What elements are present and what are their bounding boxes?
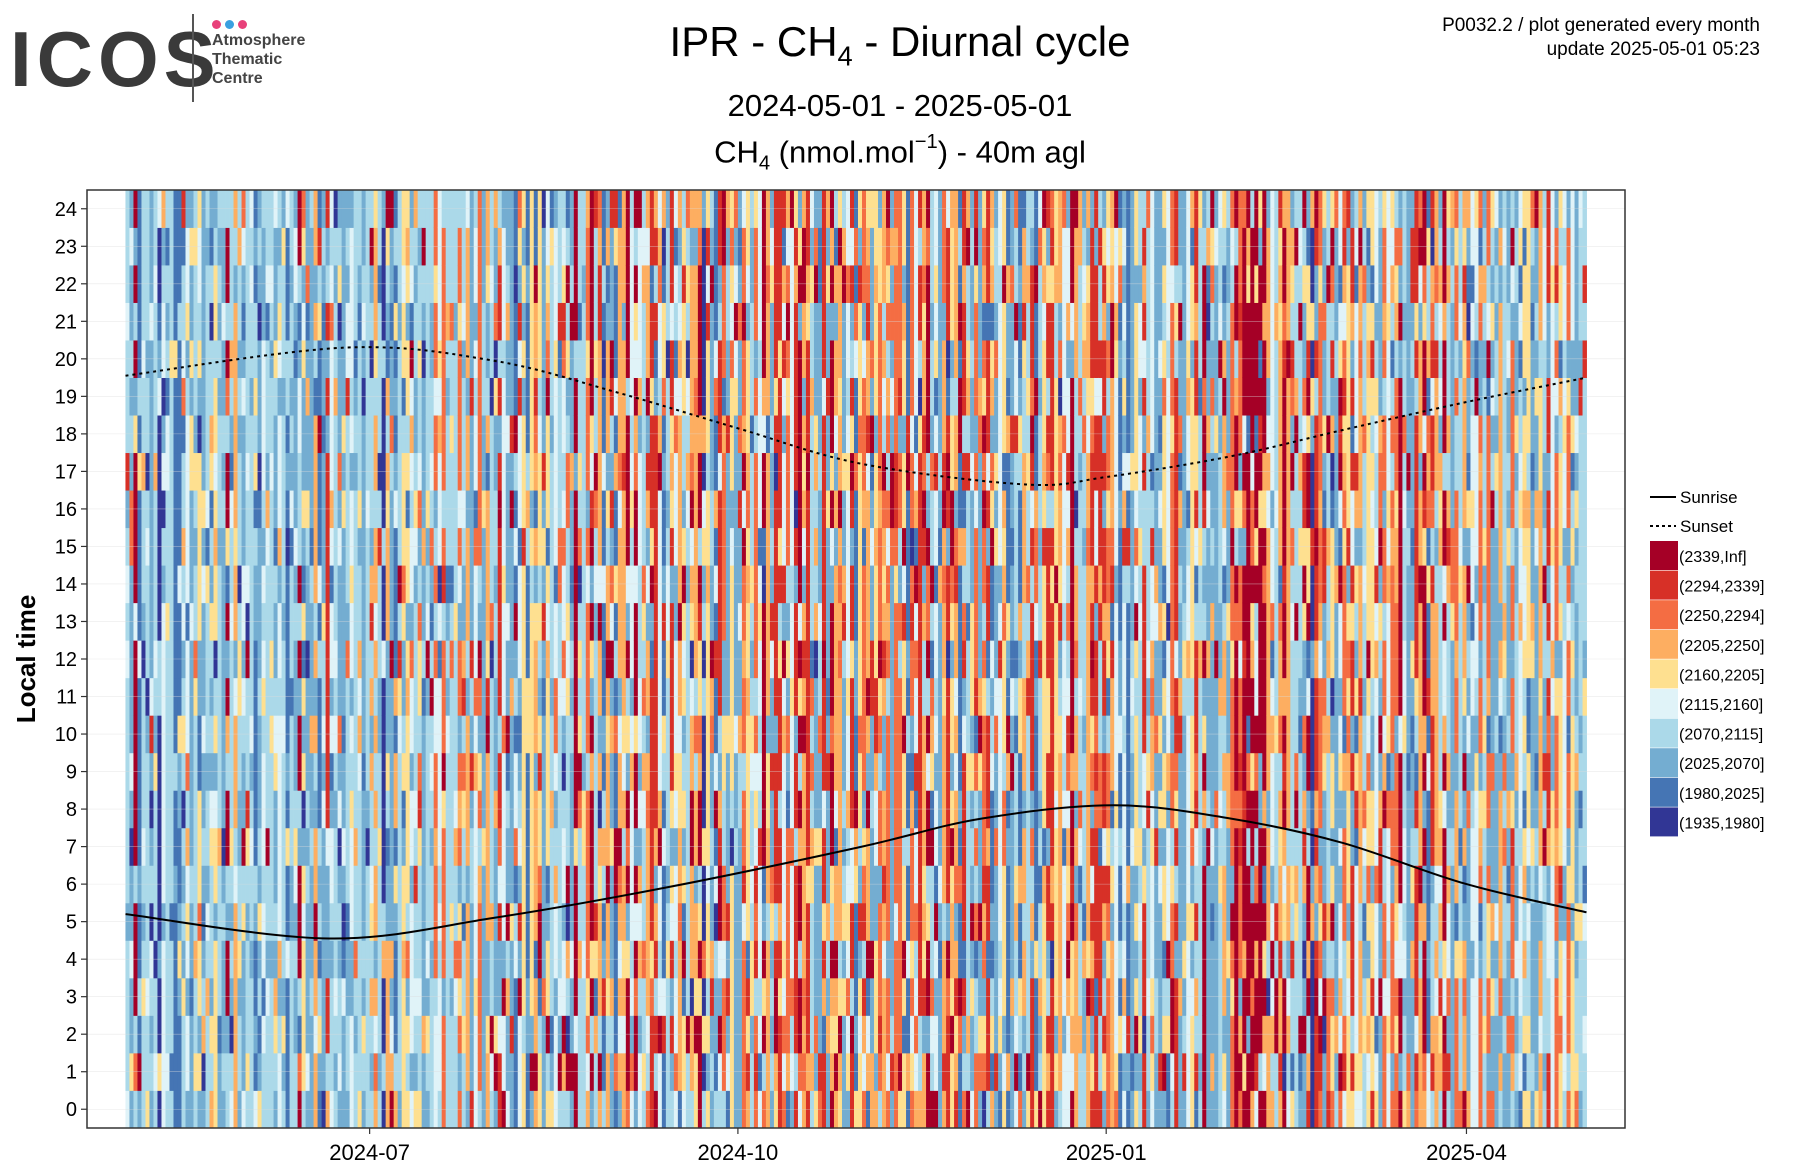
chart-title: IPR - CH4 - Diurnal cycle [560,18,1240,72]
logo-divider [192,14,194,102]
title-prefix: IPR - CH [669,18,838,65]
panel-title-superscript: −1 [914,131,938,153]
logo-line: Centre [212,70,263,87]
logo-dot [225,20,234,29]
panel-title-middle: (nmol.mol [770,134,915,170]
logo-wordmark: ICOS [10,15,221,103]
logo-dots [212,16,251,34]
panel-title-subscript: 4 [758,152,771,175]
logo-dot [212,20,221,29]
title-subscript: 4 [837,40,853,72]
panel-title-prefix: CH [714,134,759,170]
logo-dot [238,20,247,29]
logo-line: Thematic [212,51,283,68]
panel-title: CH4 (nmol.mol−1) - 40m agl [560,131,1240,176]
chart-subtitle: 2024-05-01 - 2025-05-01 [727,88,1073,123]
plot-info-update: update 2025-05-01 05:23 [1546,39,1760,60]
plot-info-code: P0032.2 / plot generated every month [1442,15,1760,36]
title-suffix: - Diurnal cycle [852,18,1131,65]
plot-info: P0032.2 / plot generated every month upd… [1442,14,1760,62]
panel-title-suffix: ) - 40m agl [937,134,1086,170]
icos-logo: ICOS Atmosphere Thematic Centre [10,14,340,106]
logo-line: Atmosphere [212,32,306,49]
logo-caption: Atmosphere Thematic Centre [212,31,305,88]
